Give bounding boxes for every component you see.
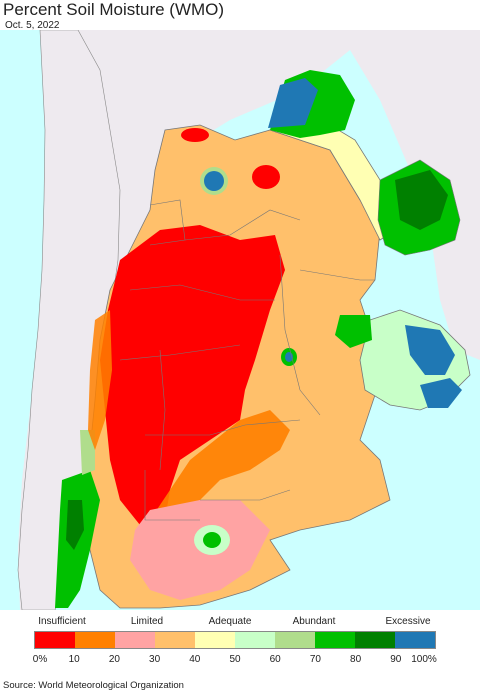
legend-tick: 10 [68,654,80,665]
map-date: Oct. 5, 2022 [5,20,60,31]
dry-patch-north2 [181,128,209,142]
legend-tick: 30 [149,654,161,665]
legend-category-insufficient: Insufficient [38,616,86,627]
legend-tick: 90 [390,654,402,665]
outside-land [0,30,480,610]
legend-category-abundant: Abundant [292,616,336,627]
legend-tick: 70 [309,654,321,665]
legend-swatch-6 [275,632,315,648]
legend-category-limited: Limited [130,616,164,627]
legend-color-bar [34,631,436,649]
soil-moisture-map [0,30,480,610]
legend-swatch-8 [355,632,395,648]
legend-tick: 60 [269,654,281,665]
legend-swatch-5 [235,632,275,648]
legend-swatch-1 [75,632,115,648]
province-borders [119,199,375,521]
source-credit: Source: World Meteorological Organizatio… [3,680,184,691]
chile-land [17,30,121,610]
legend-category-adequate: Adequate [208,616,252,627]
legend-swatch-0 [35,632,75,648]
legend-tick: 80 [350,654,362,665]
andes-orange [88,310,112,450]
legend-tick: 100% [411,654,437,665]
legend-swatch-9 [395,632,435,648]
legend-swatch-4 [195,632,235,648]
legend-category-excessive: Excessive [385,616,431,627]
insufficient-core [100,225,285,525]
legend-tick: 0% [32,654,48,665]
legend-swatch-2 [115,632,155,648]
legend-tick: 50 [229,654,241,665]
legend-swatch-7 [315,632,355,648]
legend-swatch-3 [155,632,195,648]
limited-ring [150,410,290,530]
legend-tick: 40 [189,654,201,665]
map-title: Percent Soil Moisture (WMO) [3,0,225,19]
dry-patch-north [252,165,280,189]
legend-tick: 20 [108,654,120,665]
